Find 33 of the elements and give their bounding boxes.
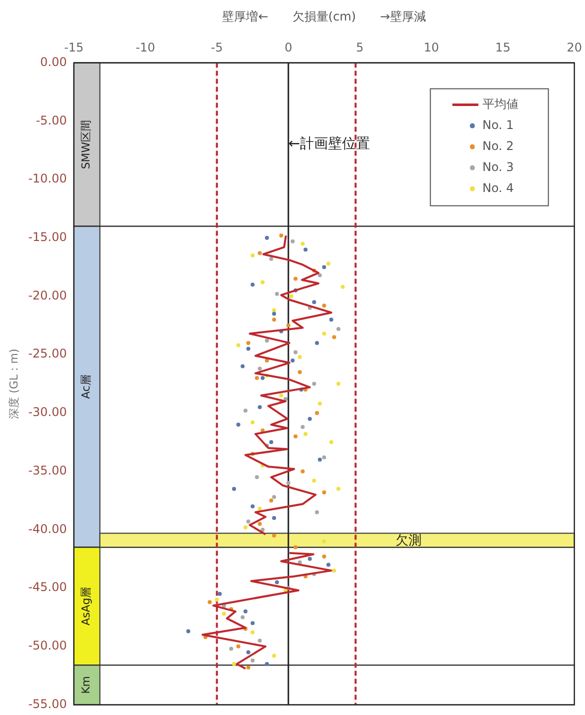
- y-tick-label: -20.00: [28, 288, 67, 302]
- x-tick-label: 0: [284, 40, 292, 55]
- x-tick-label: 15: [495, 40, 511, 55]
- band-label: Km: [80, 676, 93, 694]
- band-label: Ac層: [80, 374, 93, 399]
- y-axis-title: 深度 (GL : m): [7, 348, 20, 419]
- legend-label: No. 2: [482, 138, 514, 153]
- legend-label: 平均値: [482, 96, 518, 111]
- y-tick-label: -35.00: [28, 463, 67, 478]
- band-label: AsAg層: [80, 586, 93, 626]
- x-tick-label: -5: [210, 40, 223, 55]
- y-tick-label: 0.00: [40, 54, 67, 69]
- y-tick-label: -45.00: [28, 580, 67, 594]
- y-tick-label: -15.00: [28, 230, 67, 244]
- y-tick-label: -30.00: [28, 405, 67, 420]
- legend-label: No. 1: [482, 118, 514, 132]
- y-tick-label: -50.00: [28, 638, 67, 653]
- y-tick-label: -55.00: [28, 696, 67, 711]
- y-tick-label: -40.00: [28, 522, 67, 536]
- band-label: SMW区間: [80, 120, 93, 170]
- x-tick-label: 20: [566, 40, 582, 55]
- x-tick-label: 5: [356, 40, 364, 55]
- legend-label: No. 4: [482, 180, 514, 195]
- legend-label: No. 3: [482, 160, 514, 174]
- x-tick-label: -15: [64, 40, 84, 55]
- band-label: 欠測: [396, 534, 422, 549]
- x-tick-label: -10: [136, 40, 156, 55]
- y-tick-label: -25.00: [28, 346, 67, 361]
- y-tick-label: -10.00: [28, 172, 67, 186]
- y-tick-label: -5.00: [36, 113, 67, 128]
- x-tick-label: 10: [424, 40, 440, 55]
- ref-line-label: ←計画壁位置: [288, 136, 370, 152]
- x-axis-title: 壁厚増← 欠損量(cm) →壁厚減: [222, 9, 426, 24]
